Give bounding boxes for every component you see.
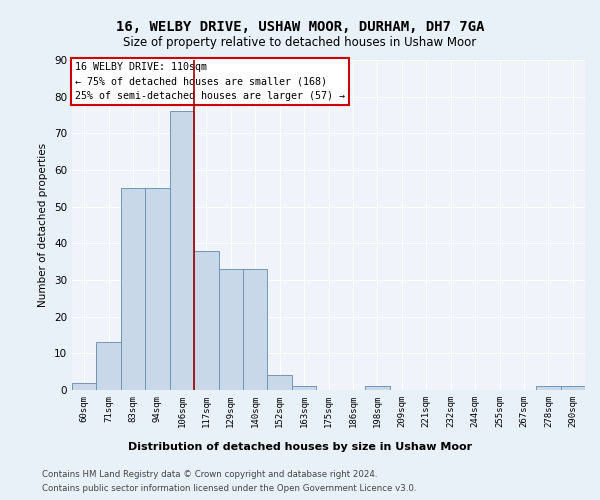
Text: Size of property relative to detached houses in Ushaw Moor: Size of property relative to detached ho… (124, 36, 476, 49)
Bar (243, 269, 268, 390)
Bar (560, 386, 585, 390)
Text: 16 WELBY DRIVE: 110sqm
← 75% of detached houses are smaller (168)
25% of semi-de: 16 WELBY DRIVE: 110sqm ← 75% of detached… (74, 62, 344, 101)
Text: Distribution of detached houses by size in Ushaw Moor: Distribution of detached houses by size … (128, 442, 472, 452)
Bar (145, 188, 170, 390)
Y-axis label: Number of detached properties: Number of detached properties (38, 143, 49, 307)
Bar (97, 342, 121, 390)
Text: Contains HM Land Registry data © Crown copyright and database right 2024.: Contains HM Land Registry data © Crown c… (42, 470, 377, 479)
Bar (170, 112, 194, 390)
Text: Contains public sector information licensed under the Open Government Licence v3: Contains public sector information licen… (42, 484, 416, 493)
Bar (194, 250, 218, 390)
Text: 16, WELBY DRIVE, USHAW MOOR, DURHAM, DH7 7GA: 16, WELBY DRIVE, USHAW MOOR, DURHAM, DH7… (116, 20, 484, 34)
Bar (72, 382, 97, 390)
Bar (268, 376, 292, 390)
Bar (292, 386, 316, 390)
Bar (536, 386, 560, 390)
Bar (121, 188, 145, 390)
Bar (218, 269, 243, 390)
Bar (365, 386, 389, 390)
